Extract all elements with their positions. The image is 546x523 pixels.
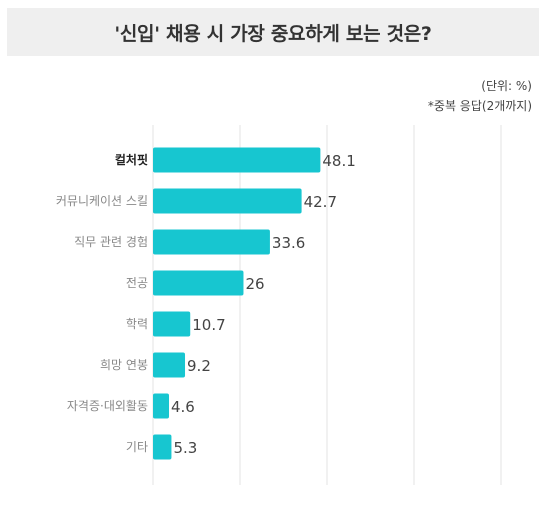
chart-title: '신입' 채용 시 가장 중요하게 보는 것은? xyxy=(114,22,432,45)
value-label: 5.3 xyxy=(173,439,197,457)
category-label: 학력 xyxy=(126,317,148,331)
bar xyxy=(153,270,244,296)
bar xyxy=(153,352,186,378)
category-label: 직무 관련 경험 xyxy=(74,235,148,249)
value-label: 9.2 xyxy=(187,357,211,375)
bar xyxy=(153,147,321,173)
bar xyxy=(153,434,172,460)
category-label: 자격증·대외활동 xyxy=(67,399,148,413)
title-band: '신입' 채용 시 가장 중요하게 보는 것은? xyxy=(7,8,539,56)
bar xyxy=(153,393,170,419)
value-label: 26 xyxy=(245,275,264,293)
category-label: 커뮤니케이션 스킬 xyxy=(56,194,148,208)
category-label: 컬처핏 xyxy=(115,152,148,167)
value-label: 10.7 xyxy=(192,316,225,334)
bar xyxy=(153,188,302,214)
category-label: 전공 xyxy=(126,276,148,290)
value-label: 42.7 xyxy=(304,193,337,211)
category-label: 기타 xyxy=(126,440,148,454)
value-label: 48.1 xyxy=(322,152,355,170)
bar xyxy=(153,311,191,337)
category-label: 희망 연봉 xyxy=(100,358,148,372)
multi-response-note: *중복 응답(2개까지) xyxy=(427,99,532,113)
unit-note: (단위: %) xyxy=(481,79,532,93)
value-label: 4.6 xyxy=(171,398,195,416)
bar xyxy=(153,229,270,255)
value-label: 33.6 xyxy=(272,234,305,252)
